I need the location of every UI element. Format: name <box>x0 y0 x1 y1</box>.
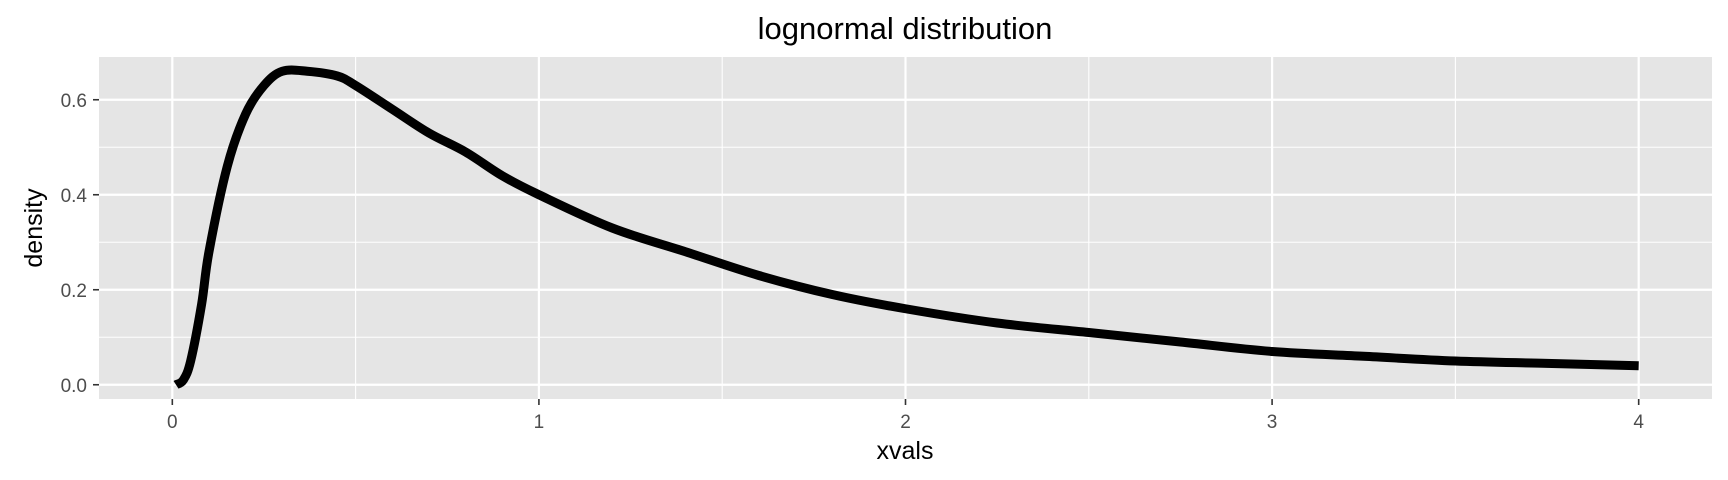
y-tick-label-3: 0.6 <box>61 91 87 112</box>
axis-ticks <box>93 98 1640 405</box>
y-tick-label-2: 0.4 <box>61 186 88 207</box>
x-tick-label-0: 0 <box>167 412 178 433</box>
y-tick-label-0: 0.0 <box>61 376 87 397</box>
tick-labels: 0 1 2 3 4 0.0 0.2 0.4 0.6 <box>61 91 1645 433</box>
y-axis-title: density <box>20 188 48 268</box>
series-layer <box>173 65 1639 389</box>
x-tick-label-4: 4 <box>1633 412 1644 433</box>
chart-title: lognormal distribution <box>758 11 1053 46</box>
x-tick-label-2: 2 <box>900 412 911 433</box>
x-tick-label-1: 1 <box>534 412 545 433</box>
x-axis-title: xvals <box>877 437 934 465</box>
y-tick-label-1: 0.2 <box>61 281 87 302</box>
x-tick-label-3: 3 <box>1267 412 1278 433</box>
density-line-0 <box>173 65 1639 389</box>
major-gridlines <box>99 57 1712 399</box>
